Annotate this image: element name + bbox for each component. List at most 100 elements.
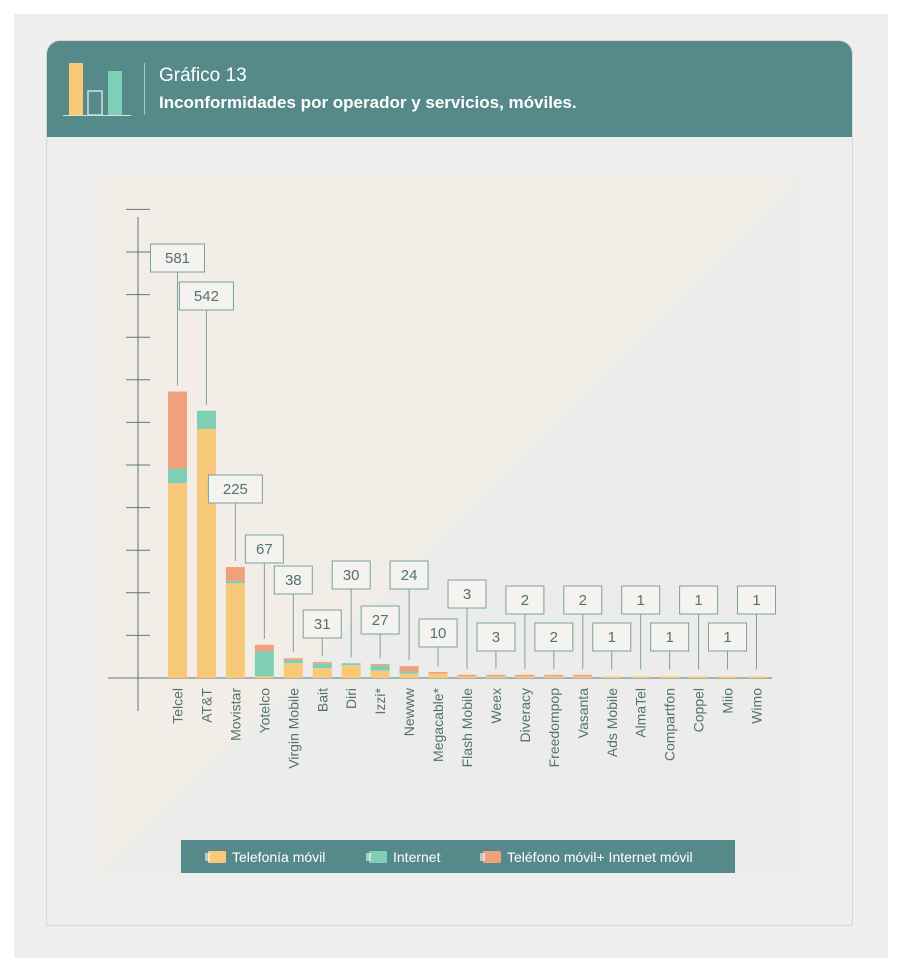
callout-box xyxy=(534,622,574,652)
legend-item-combo: Teléfono móvil+ Internet móvil xyxy=(480,840,693,873)
data-label: 31 xyxy=(314,616,331,633)
chart-legend: Telefonía móvil Internet Teléfono móvil+… xyxy=(181,840,735,873)
category-label: Ads Mobile xyxy=(604,688,620,757)
category-label: Virgin Mobile xyxy=(285,688,301,769)
callout-box xyxy=(621,585,661,615)
bar-segment xyxy=(747,676,766,678)
data-label: 30 xyxy=(343,567,360,584)
bar-segment xyxy=(689,676,709,678)
bar-segment xyxy=(370,664,390,666)
bar-segment xyxy=(254,644,274,652)
category-label: Diri xyxy=(343,688,359,709)
legend-label: Telefonía móvil xyxy=(232,848,326,865)
category-label: Miio xyxy=(720,688,736,714)
bar-segment xyxy=(283,658,303,660)
data-label: 1 xyxy=(637,592,645,609)
bar-segment xyxy=(225,580,245,584)
bar-segment xyxy=(283,663,303,678)
data-label: 1 xyxy=(665,629,673,646)
chart-panel: 581 Telcel 542 AT&T 225 Movistar 67 Yotelco 38 Vi… xyxy=(100,177,798,874)
data-label: 2 xyxy=(550,629,558,646)
phone-wifi-icon xyxy=(480,850,501,863)
category-label: AlmaTel xyxy=(633,688,649,738)
bar-segment xyxy=(254,676,274,678)
bar-segment xyxy=(718,676,738,678)
header-divider xyxy=(144,63,145,115)
data-label: 3 xyxy=(492,629,500,646)
data-label: 225 xyxy=(223,481,248,498)
bar-segment xyxy=(399,671,419,674)
data-label: 24 xyxy=(401,567,418,584)
data-label: 2 xyxy=(579,592,587,609)
bar-segment xyxy=(341,665,361,678)
bar-segment xyxy=(457,676,477,678)
data-label: 10 xyxy=(430,625,447,642)
bar-segment xyxy=(457,674,477,677)
category-label: Flash Mobile xyxy=(459,688,475,768)
category-label: AT&T xyxy=(198,688,214,723)
bar-segment xyxy=(428,671,448,674)
wifi-icon xyxy=(366,850,387,863)
callout-box xyxy=(207,474,263,504)
data-label: 2 xyxy=(521,592,529,609)
bar-segment xyxy=(370,665,390,671)
callout-box xyxy=(331,560,371,590)
callout-box xyxy=(476,622,516,652)
bar-segment xyxy=(225,567,245,581)
bar-segment xyxy=(544,674,564,677)
callout-box xyxy=(150,243,205,273)
bar-segment xyxy=(341,663,361,666)
bar-segment xyxy=(602,676,622,678)
bar-segment xyxy=(544,676,564,678)
callout-box xyxy=(178,281,234,311)
category-label: Coppel xyxy=(691,688,707,732)
bar-segment xyxy=(573,676,593,678)
legend-label: Teléfono móvil+ Internet móvil xyxy=(507,848,693,865)
data-label: 38 xyxy=(285,572,302,589)
chart-subtitle: Inconformidades por operador y servicios… xyxy=(159,93,577,112)
callout-box xyxy=(273,565,313,595)
category-label: Telcel xyxy=(170,688,186,724)
bar-segment xyxy=(312,668,332,678)
callout-box xyxy=(679,585,719,615)
bar-segment xyxy=(312,662,332,664)
legend-item-telefonia: Telefonía móvil xyxy=(205,840,326,873)
data-label: 67 xyxy=(256,541,273,558)
callout-box xyxy=(563,585,603,615)
bar-segment xyxy=(283,659,303,664)
callout-box xyxy=(302,609,342,639)
bar-segment xyxy=(399,673,419,678)
panel-diagonal xyxy=(100,177,798,874)
category-label: Vasanta xyxy=(575,688,591,739)
category-label: Weex xyxy=(488,688,504,724)
bar-segment xyxy=(399,666,419,672)
bar-segment xyxy=(168,391,187,469)
bar-segment xyxy=(370,670,390,678)
callout-box xyxy=(389,560,429,590)
data-label: 1 xyxy=(723,629,731,646)
callout-box xyxy=(418,618,458,648)
bar-segment xyxy=(515,674,535,677)
category-label: Bait xyxy=(314,688,330,712)
data-label: 1 xyxy=(752,592,760,609)
category-label: Megacable* xyxy=(430,687,446,761)
callout-box xyxy=(737,585,776,615)
legend-label: Internet xyxy=(393,848,441,865)
phone-icon xyxy=(205,850,226,863)
bar-segment xyxy=(428,673,448,678)
bar-segment xyxy=(573,674,593,677)
category-label: Newww xyxy=(401,687,417,736)
category-label: Yotelco xyxy=(256,688,272,734)
callout-box xyxy=(708,622,748,652)
callout-box xyxy=(592,622,632,652)
bar-segment xyxy=(254,651,274,677)
category-label: Wimo xyxy=(749,688,765,724)
data-label: 542 xyxy=(194,288,219,305)
bar-segment xyxy=(660,676,680,678)
bar-segment xyxy=(631,676,651,678)
bar-segment xyxy=(168,483,187,678)
legend-item-internet: Internet xyxy=(366,840,441,873)
category-label: Freedompop xyxy=(546,688,562,768)
bar-segment xyxy=(168,468,187,484)
bar-segment xyxy=(196,429,216,678)
